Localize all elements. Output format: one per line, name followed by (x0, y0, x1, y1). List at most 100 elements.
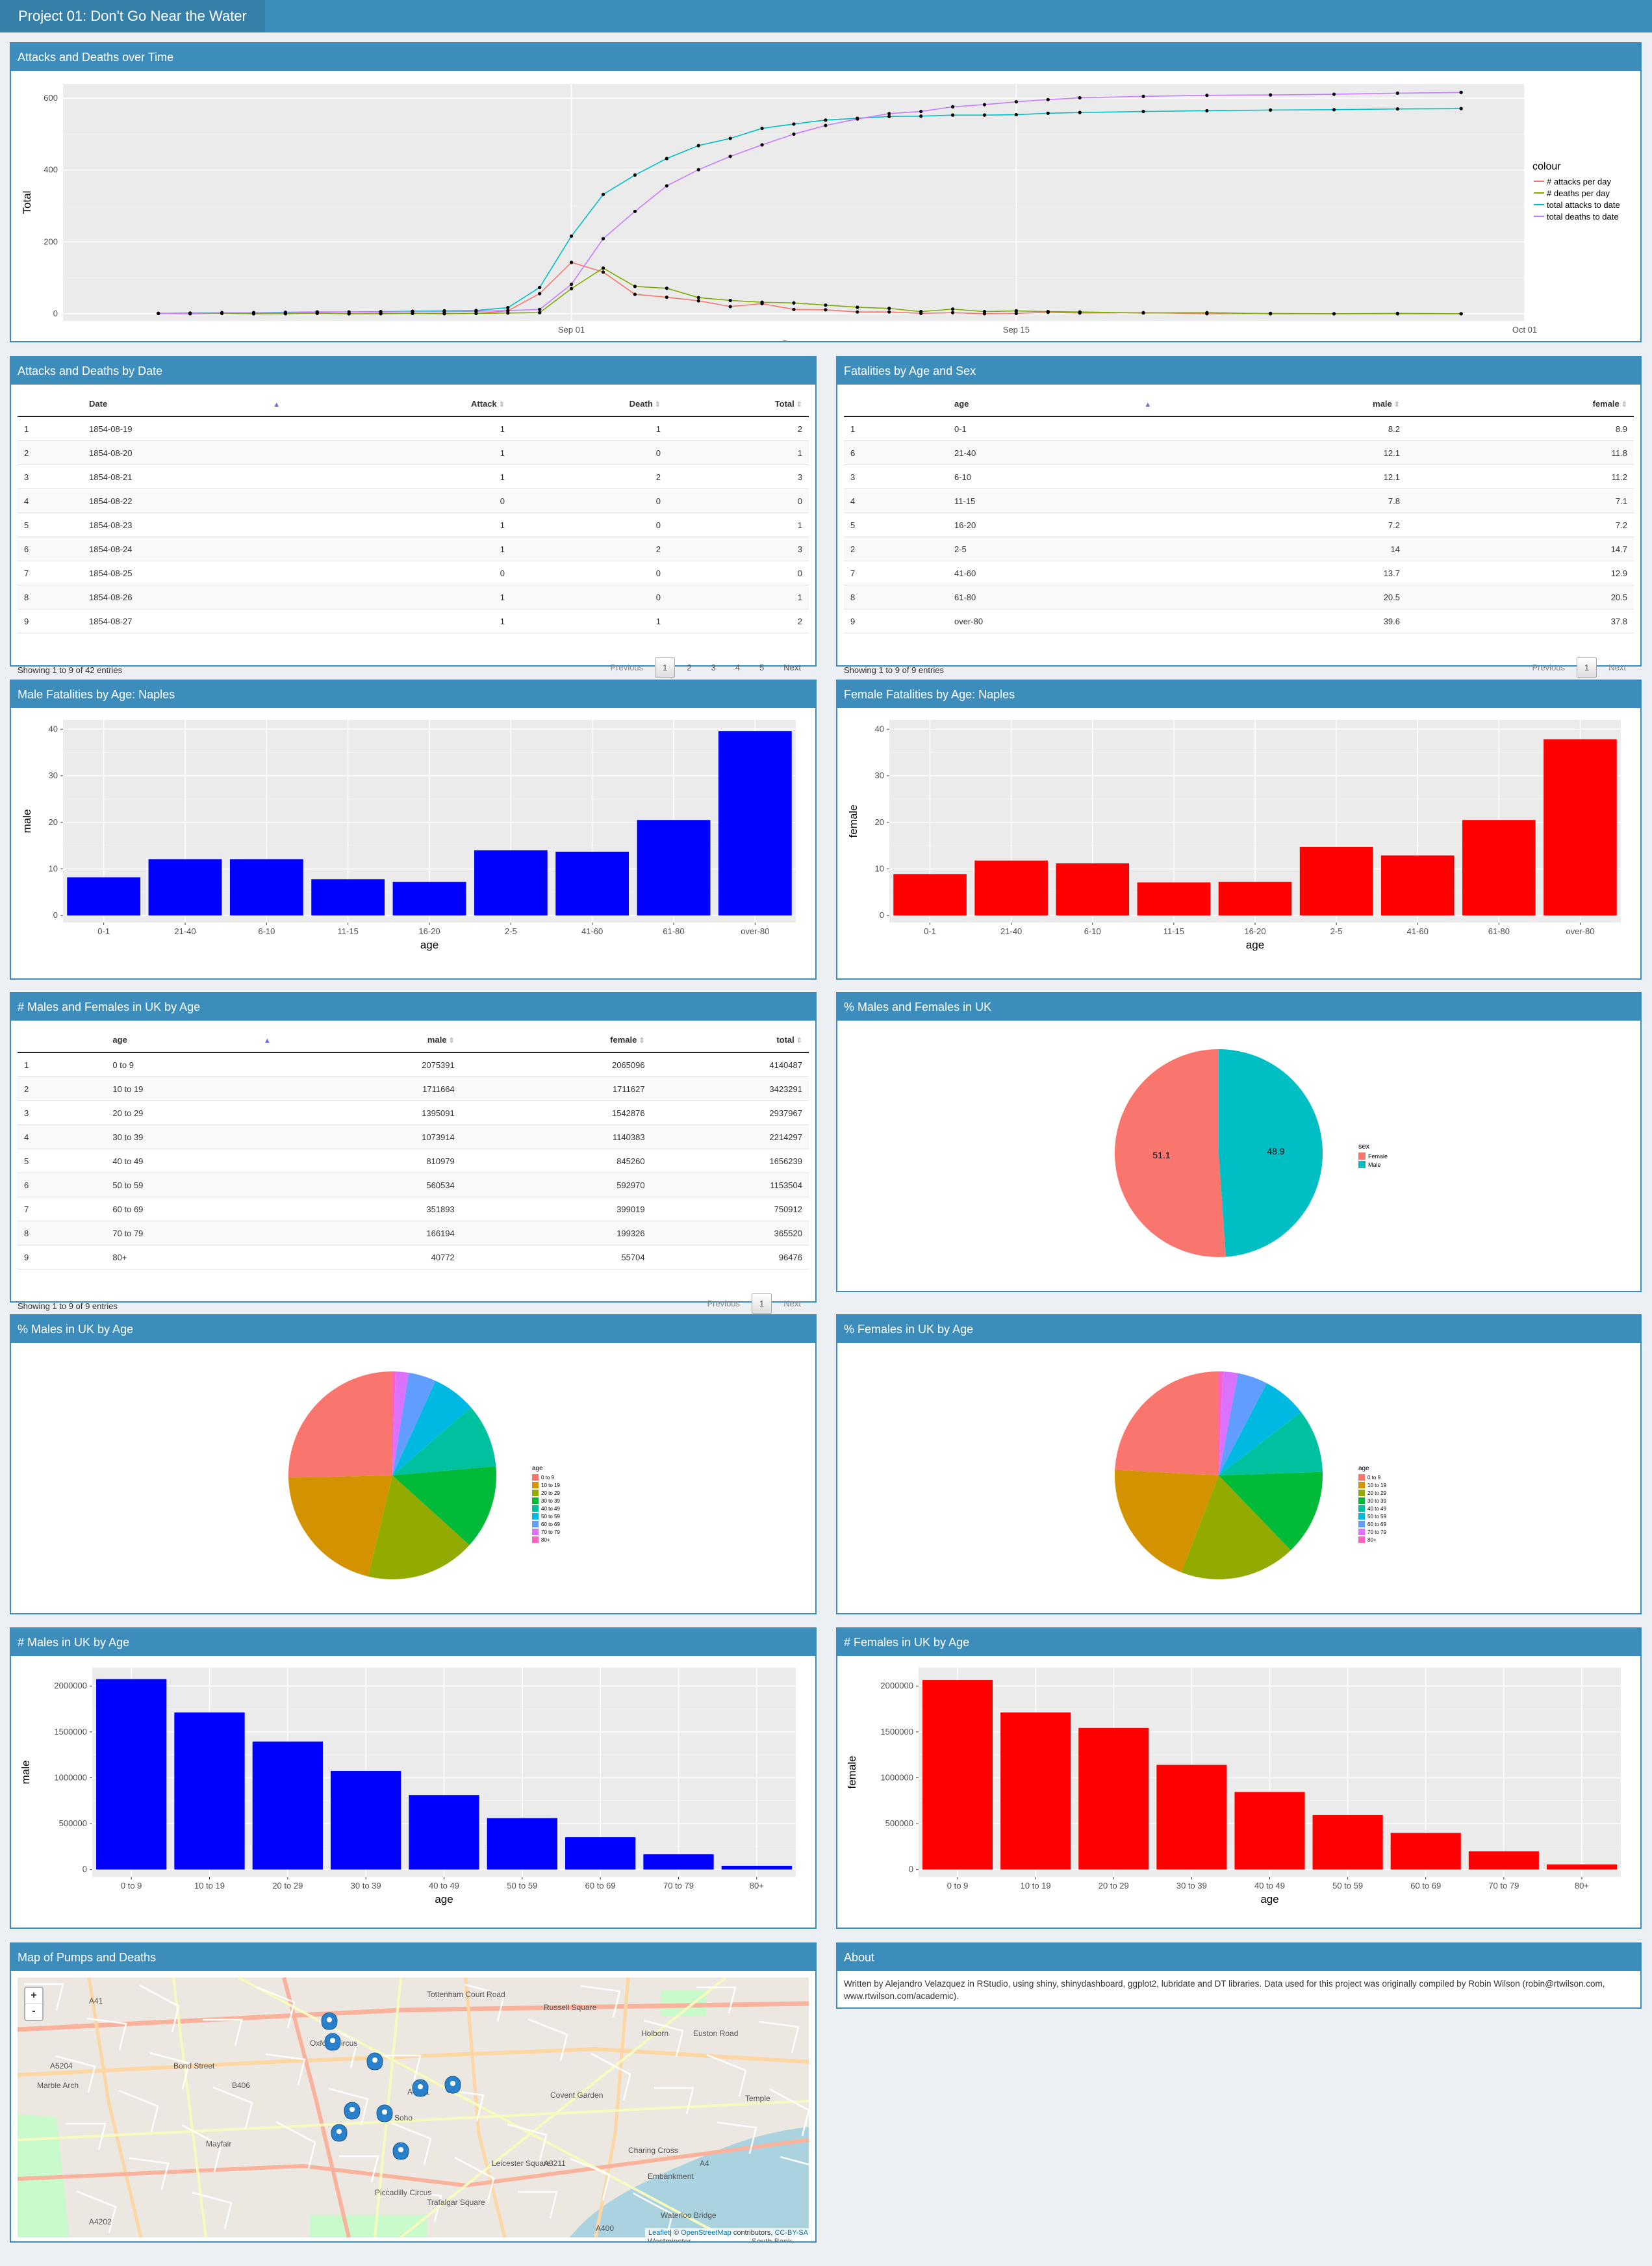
table-row[interactable]: 8 70 to 79 166194 199326 365520 (18, 1221, 809, 1245)
table-info: Showing 1 to 9 of 9 entries (18, 1301, 118, 1311)
pager-next[interactable]: Next (783, 1299, 801, 1308)
table-row[interactable]: 5 16-20 7.2 7.2 (844, 513, 1634, 537)
table-row[interactable]: 7 1854-08-25 0 0 0 (18, 561, 809, 585)
map-attribution: Leaflet| © OpenStreetMap contributors, C… (645, 2228, 811, 2237)
col-header-female[interactable]: female ⇕ (461, 1027, 652, 1053)
data-point (696, 299, 700, 303)
pager-next[interactable]: Next (783, 663, 801, 672)
pager-page-2[interactable]: 2 (687, 663, 692, 672)
pager-previous[interactable]: Previous (1532, 663, 1566, 672)
bar-2-5 (1299, 847, 1373, 916)
table-row[interactable]: 6 50 to 59 560534 592970 1153504 (18, 1173, 809, 1197)
bar-chart-uk-males: 0 500000 1000000 1500000 2000000 0 to 9 10 to … (19, 1668, 796, 1905)
road (594, 1977, 630, 2238)
legend-label: 70 to 79 (1367, 1529, 1386, 1535)
y-tick-label: 500000 (885, 1818, 913, 1828)
table-cell: 1 (667, 585, 809, 609)
table-row[interactable]: 7 41-60 13.7 12.9 (844, 561, 1634, 585)
table-row[interactable]: 5 40 to 49 810979 845260 1656239 (18, 1149, 809, 1173)
data-point (982, 103, 987, 107)
data-point (760, 300, 764, 304)
pager-page-3[interactable]: 3 (711, 663, 716, 672)
pager-page-1[interactable]: 1 (655, 657, 676, 678)
street (86, 2017, 127, 2050)
app-title[interactable]: Project 01: Don't Go Near the Water (0, 0, 265, 32)
x-axis-title: age (1246, 939, 1264, 951)
data-point (760, 143, 764, 147)
table-row[interactable]: 2 1854-08-20 1 0 1 (18, 440, 809, 465)
table-row[interactable]: 4 30 to 39 1073914 1140383 2214297 (18, 1125, 809, 1149)
col-header-death[interactable]: Death ⇕ (511, 391, 667, 417)
data-point (950, 105, 955, 108)
col-header-male[interactable]: male ⇕ (1169, 391, 1406, 417)
legend-label: 50 to 59 (541, 1514, 560, 1520)
data-point (665, 286, 668, 290)
zoom-in-button[interactable]: + (25, 1988, 42, 2004)
data-point (1395, 91, 1399, 95)
col-header-male[interactable]: male ⇕ (277, 1027, 461, 1053)
map-label: A400 (596, 2224, 614, 2233)
table-cell: 0 (511, 513, 667, 537)
col-header-attack[interactable]: Attack ⇕ (316, 391, 511, 417)
pagination: Previous 1 2 3 4 5 Next (603, 657, 809, 678)
table-row[interactable]: 5 1854-08-23 1 0 1 (18, 513, 809, 537)
legend-title: colour (1532, 161, 1561, 172)
pager-page-1[interactable]: 1 (1577, 657, 1597, 678)
table-cell: 1854-08-27 (83, 609, 316, 633)
pager-page-5[interactable]: 5 (759, 663, 765, 672)
table-row[interactable]: 6 21-40 12.1 11.8 (844, 440, 1634, 465)
map-label: Piccadilly Circus (375, 2188, 431, 2197)
table-row[interactable]: 8 61-80 20.5 20.5 (844, 585, 1634, 609)
table-row[interactable]: 4 1854-08-22 0 0 0 (18, 489, 809, 513)
table-row[interactable]: 7 60 to 69 351893 399019 750912 (18, 1197, 809, 1221)
table-row[interactable]: 1 0-1 8.2 8.9 (844, 416, 1634, 441)
data-point (1141, 109, 1145, 114)
sort-icon: ⇕ (639, 1036, 645, 1045)
zoom-out-button[interactable]: - (32, 2005, 36, 2017)
table-row[interactable]: 2 2-5 14 14.7 (844, 537, 1634, 561)
pager-page-4[interactable]: 4 (735, 663, 741, 672)
table-row[interactable]: 3 6-10 12.1 11.2 (844, 465, 1634, 489)
col-header-total[interactable]: Total ⇕ (667, 391, 809, 417)
x-tick-label: 60 to 69 (1410, 1881, 1441, 1890)
app-header: Project 01: Don't Go Near the Water (0, 0, 1652, 32)
table-row[interactable]: 9 80+ 40772 55704 96476 (18, 1245, 809, 1269)
marker-dot (372, 2057, 377, 2063)
col-header-date[interactable]: Date ▲ (83, 391, 316, 417)
license-link[interactable]: CC-BY-SA (774, 2229, 808, 2237)
x-tick-label: over-80 (741, 926, 769, 936)
pager-next[interactable]: Next (1608, 663, 1626, 672)
table-row[interactable]: 1 1854-08-19 1 1 2 (18, 416, 809, 441)
box-title: Attacks and Deaths over Time (11, 44, 1640, 71)
col-header-female[interactable]: female ⇕ (1406, 391, 1634, 417)
col-header-age[interactable]: age ▲ (948, 391, 1169, 417)
table-row[interactable]: 3 1854-08-21 1 2 3 (18, 465, 809, 489)
x-tick-label: 0-1 (924, 926, 936, 936)
leaflet-link[interactable]: Leaflet (648, 2229, 670, 2237)
table-cell: 1153504 (651, 1173, 809, 1197)
table-row[interactable]: 3 20 to 29 1395091 1542876 2937967 (18, 1101, 809, 1125)
col-header-age[interactable]: age ▲ (106, 1027, 277, 1053)
road (17, 2100, 809, 2141)
street (696, 1986, 737, 2014)
table-row[interactable]: 6 1854-08-24 1 2 3 (18, 537, 809, 561)
x-tick-label: 0-1 (97, 926, 110, 936)
table-row[interactable]: 2 10 to 19 1711664 1711627 3423291 (18, 1076, 809, 1101)
pager-page-1[interactable]: 1 (752, 1293, 772, 1314)
x-axis-title: Date (782, 338, 806, 341)
table-row[interactable]: 9 over-80 39.6 37.8 (844, 609, 1634, 633)
map-label: A3211 (544, 2159, 566, 2168)
pager-previous[interactable]: Previous (610, 663, 644, 672)
pager-previous[interactable]: Previous (707, 1299, 741, 1308)
legend-label: 40 to 49 (541, 1506, 560, 1512)
table-row[interactable]: 9 1854-08-27 1 1 2 (18, 609, 809, 633)
osm-link[interactable]: OpenStreetMap (681, 2229, 731, 2237)
street (507, 2123, 548, 2161)
table-row[interactable]: 8 1854-08-26 1 0 1 (18, 585, 809, 609)
bar-0 to 9 (96, 1679, 167, 1870)
col-header-total[interactable]: total ⇕ (651, 1027, 809, 1053)
data-point (887, 112, 891, 116)
table-row[interactable]: 4 11-15 7.8 7.1 (844, 489, 1634, 513)
